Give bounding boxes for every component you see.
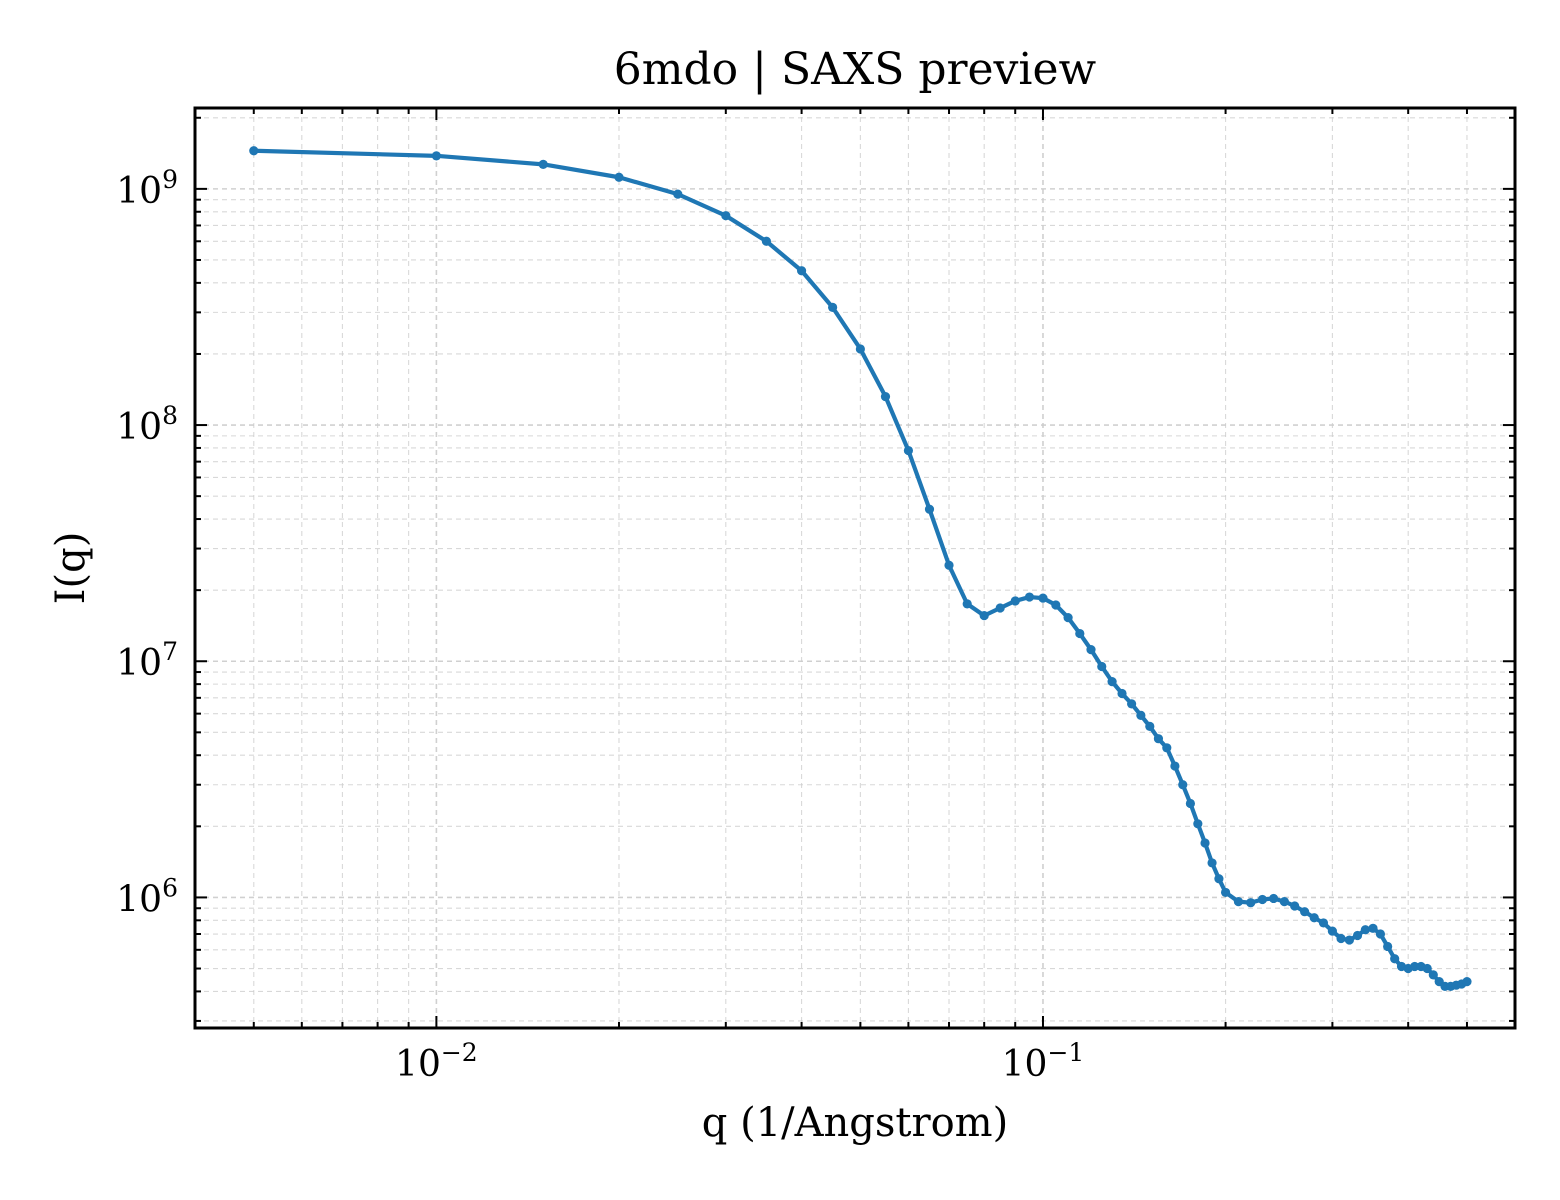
data-point [1063,613,1073,623]
axis-ticks [194,108,1515,1028]
y-tick-label: 109 [116,165,178,212]
data-point [1086,645,1096,655]
data-point [1390,954,1400,964]
data-point [1462,977,1472,987]
data-point [1010,596,1020,606]
data-point [1290,901,1300,911]
data-point [1220,887,1231,898]
data-point [1214,874,1224,884]
data-point [1428,970,1438,980]
data-point [1178,780,1188,790]
data-point [614,172,624,182]
y-tick-label: 107 [116,637,178,684]
data-point [1246,898,1256,908]
data-point [1318,918,1329,928]
data-point [828,302,838,312]
data-point [1097,661,1107,672]
data-point [855,344,865,354]
y-axis-label: I(q) [48,532,94,605]
data-point [1257,894,1268,905]
y-tick-label: 108 [116,401,178,448]
data-point [1233,897,1244,907]
data-point [1422,963,1432,974]
data-point [1383,941,1393,952]
data-point [1336,933,1346,944]
chart-title: 6mdo | SAXS preview [614,44,1097,95]
data-point [1309,913,1319,923]
data-point [721,211,731,221]
data-point [1200,838,1210,848]
minor-gridlines [194,108,1515,1028]
data-point [431,151,441,161]
data-point [880,391,891,402]
data-point [1368,923,1378,933]
data-point [1185,798,1196,809]
data-point [1051,600,1061,610]
data-point [1193,819,1203,829]
data-point [1075,628,1085,639]
data-point [944,560,954,570]
series-layer [249,146,1472,992]
data-point [1327,926,1337,936]
major-gridlines [195,108,1515,1028]
data-point [1352,930,1363,941]
plot-frame [193,106,1517,1030]
data-point [1170,761,1180,771]
data-point [903,445,914,456]
data-point [1360,925,1370,935]
data-point [1375,929,1386,939]
data-point [1024,592,1035,602]
data-point [1162,743,1172,753]
data-point [1300,907,1310,917]
axis-tick-labels: 10−2 10−1 106 107 108 109 [116,165,1084,1085]
data-point [962,599,972,609]
data-point [995,603,1005,613]
data-point [1038,593,1048,603]
series-line [251,148,1470,989]
data-point [1269,893,1279,904]
data-point [1153,734,1164,744]
x-tick-label: 10−2 [395,1038,478,1085]
data-point [1107,676,1117,687]
x-axis-label: q (1/Angstrom) [702,1100,1008,1146]
data-point [249,146,259,156]
data-point [673,189,683,199]
data-point [1344,935,1354,945]
data-point [1136,710,1146,720]
data-point [979,611,989,621]
data-point [796,266,807,276]
data-point [1127,699,1137,709]
data-point [1410,961,1420,972]
data-point [1117,688,1127,699]
data-point [924,504,935,514]
y-tick-label: 106 [116,873,178,920]
data-point [761,236,772,246]
data-point [1145,721,1155,731]
x-tick-label: 10−1 [1002,1038,1085,1085]
data-point [1207,858,1217,868]
data-point [538,159,548,169]
data-point [1279,897,1289,907]
